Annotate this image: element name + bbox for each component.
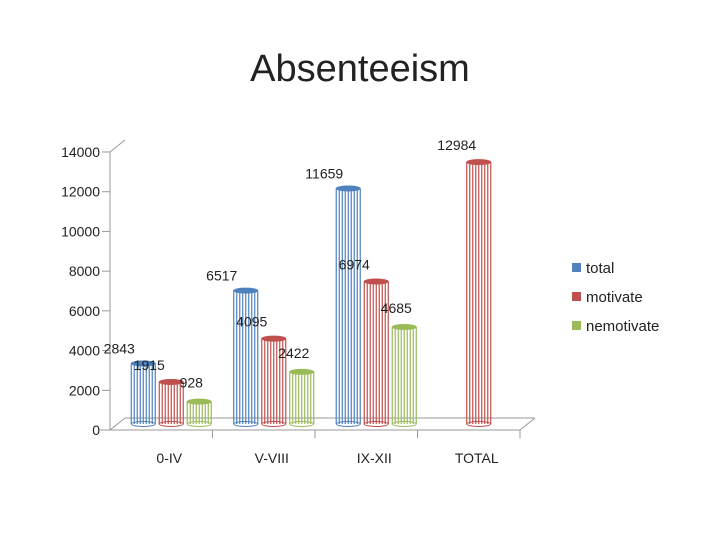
y-tick-label: 0 <box>92 422 100 438</box>
legend-label: motivate <box>586 289 643 306</box>
bar-base <box>391 421 417 427</box>
x-tick-label: V-VIII <box>255 450 289 466</box>
bar-motivate <box>466 159 492 427</box>
bar-motivate <box>363 278 389 427</box>
bar-base <box>289 421 315 427</box>
legend-swatch <box>572 292 581 301</box>
bar-total <box>335 185 361 427</box>
y-ticks: 0 2000 4000 6000 8000 10000 12000 14000 <box>61 144 110 438</box>
data-label: 11659 <box>305 165 343 181</box>
bar-base <box>158 421 184 427</box>
bar-top <box>130 360 156 367</box>
data-label: 4685 <box>381 300 412 316</box>
bar-base <box>130 421 156 427</box>
legend-swatch <box>572 263 581 272</box>
x-tick-label: 0-IV <box>156 450 182 466</box>
data-label: 6974 <box>339 257 370 273</box>
y-tick-label: 14000 <box>61 144 100 160</box>
legend: total motivate nemotivate <box>572 260 659 335</box>
bar-top <box>466 159 492 166</box>
bar-top <box>363 278 389 285</box>
bar-nemotivate <box>289 368 315 427</box>
bar-base <box>466 421 492 427</box>
bar-top <box>186 398 212 405</box>
y-tick-label: 12000 <box>61 184 100 200</box>
legend-swatch <box>572 321 581 330</box>
bar-motivate <box>158 378 184 427</box>
y-tick-label: 6000 <box>69 303 100 319</box>
data-label: 928 <box>180 375 204 391</box>
bar-top <box>335 185 361 192</box>
x-ticks: 0-IV V-VIII IX-XII TOTAL <box>156 430 521 466</box>
data-label: 12984 <box>437 137 476 153</box>
chart-title: Absenteeism <box>250 48 470 90</box>
bar-top <box>233 287 259 294</box>
y-tick-label: 2000 <box>69 382 100 398</box>
y-tick-label: 8000 <box>69 263 100 279</box>
bars <box>130 159 492 427</box>
bar-top <box>158 378 184 385</box>
floor-depth-right <box>519 417 536 431</box>
bar-base <box>261 421 287 427</box>
bar-nemotivate <box>391 323 417 427</box>
x-tick-label: TOTAL <box>455 450 499 466</box>
y-tick-label: 10000 <box>61 223 100 239</box>
bar-nemotivate <box>186 398 212 427</box>
floor-depth-left <box>109 417 126 431</box>
bar-top <box>261 335 287 342</box>
data-label: 2843 <box>104 341 135 357</box>
data-label: 6517 <box>206 268 237 284</box>
bar-total <box>233 287 259 427</box>
y-axis-depth-top <box>109 139 126 153</box>
bar-base <box>186 421 212 427</box>
bar-base <box>233 421 259 427</box>
bar-total <box>130 360 156 427</box>
data-label: 1915 <box>134 357 165 373</box>
bar-top <box>289 368 315 375</box>
bar-top <box>391 323 417 330</box>
x-tick-label: IX-XII <box>357 450 392 466</box>
bar-base <box>335 421 361 427</box>
legend-label: total <box>586 260 614 277</box>
bar-base <box>363 421 389 427</box>
bar-motivate <box>261 335 287 427</box>
legend-label: nemotivate <box>586 318 659 335</box>
y-tick-label: 4000 <box>69 343 100 359</box>
data-label: 2422 <box>278 345 309 361</box>
data-label: 4095 <box>236 314 267 330</box>
